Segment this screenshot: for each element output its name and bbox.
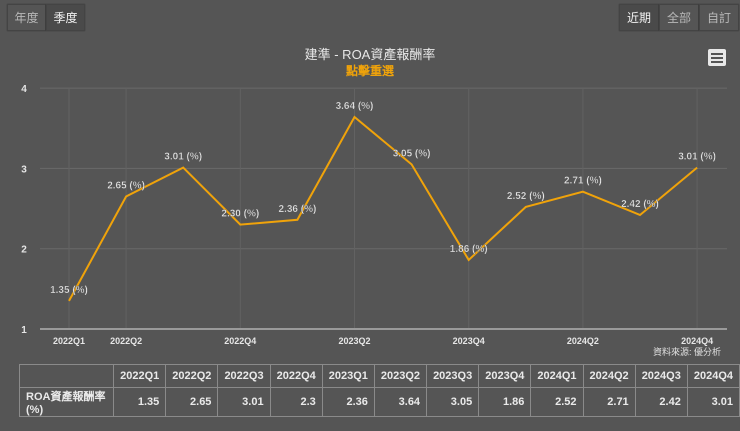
data-point-label: 3.05 (%) bbox=[393, 148, 431, 159]
data-table: 2022Q1 2022Q2 2022Q3 2022Q4 2023Q1 2023Q2 2023… bbox=[18, 364, 740, 417]
chart-title: 建準 - ROA資產報酬率 bbox=[304, 47, 436, 62]
data-point-label: 2.71 (%) bbox=[564, 176, 602, 187]
data-point-label: 2.52 (%) bbox=[507, 191, 545, 202]
table-header-cell: 2023Q2 bbox=[373, 364, 428, 388]
roa-series-line bbox=[68, 115, 698, 302]
table-cell: 1.35 bbox=[113, 387, 167, 417]
data-point-label: 2.36 (%) bbox=[279, 204, 317, 215]
recent-button[interactable]: 近期 bbox=[619, 4, 659, 31]
table-cell: 2.36 bbox=[321, 387, 375, 417]
table-cell: 2.3 bbox=[269, 387, 323, 417]
range-toggle: 近期 全部 自訂 bbox=[619, 4, 739, 31]
custom-button[interactable]: 自訂 bbox=[699, 4, 739, 31]
table-cell: 3.01 bbox=[686, 387, 740, 417]
data-point-label: 1.86 (%) bbox=[450, 244, 488, 255]
table-header-cell: 2024Q3 bbox=[634, 364, 688, 388]
table-header-cell: 2022Q2 bbox=[165, 364, 219, 388]
data-point-label: 2.65 (%) bbox=[107, 181, 145, 192]
x-tick-label: 2023Q4 bbox=[453, 336, 485, 346]
data-point-label: 3.64 (%) bbox=[336, 101, 374, 112]
all-button[interactable]: 全部 bbox=[659, 4, 699, 31]
reset-zoom-link[interactable]: 點擊重選 bbox=[345, 64, 394, 78]
x-tick-label: 2022Q4 bbox=[224, 336, 256, 346]
y-tick-label: 2 bbox=[21, 245, 27, 256]
x-tick-label: 2022Q2 bbox=[110, 336, 142, 346]
data-point-label: 2.42 (%) bbox=[621, 199, 659, 210]
table-corner-cell bbox=[18, 364, 115, 388]
table-row: ROA資產報酬率(%) 1.35 2.65 3.01 2.3 2.36 3.64 3.05 1… bbox=[18, 387, 740, 417]
table-cell: 2.65 bbox=[165, 387, 219, 417]
quarterly-button[interactable]: 季度 bbox=[46, 4, 85, 31]
period-toggle: 年度 季度 bbox=[7, 4, 85, 31]
y-tick-label: 4 bbox=[21, 84, 27, 95]
x-tick-label: 2024Q2 bbox=[567, 336, 599, 346]
table-cell: 3.01 bbox=[217, 387, 271, 417]
table-header-cell: 2023Q1 bbox=[321, 364, 375, 388]
table-cell: 3.64 bbox=[373, 387, 428, 417]
line-chart: 1 2 3 4 2022Q1 2022Q2 2022Q4 2023Q2 2023Q4 2024Q2… bbox=[21, 84, 727, 346]
table-header-cell: 2024Q2 bbox=[582, 364, 636, 388]
data-point-label: 3.01 (%) bbox=[678, 152, 716, 163]
annual-button[interactable]: 年度 bbox=[7, 4, 46, 31]
table-header-cell: 2024Q1 bbox=[530, 364, 584, 388]
table-header-cell: 2022Q4 bbox=[269, 364, 323, 388]
hamburger-menu-icon[interactable] bbox=[708, 49, 726, 66]
data-point-label: 2.30 (%) bbox=[221, 209, 259, 220]
data-point-label: 3.01 (%) bbox=[164, 152, 202, 163]
x-tick-label: 2024Q4 bbox=[681, 336, 713, 346]
x-tick-label: 2022Q1 bbox=[53, 336, 85, 346]
table-header-cell: 2023Q3 bbox=[426, 364, 480, 388]
table-header-cell: 2023Q4 bbox=[478, 364, 532, 388]
table-cell: 2.71 bbox=[582, 387, 636, 417]
data-source-credit: 資料來源: 優分析 bbox=[653, 347, 722, 357]
y-tick-label: 1 bbox=[21, 325, 27, 336]
table-header-cell: 2022Q1 bbox=[113, 364, 167, 388]
table-header-row: 2022Q1 2022Q2 2022Q3 2022Q4 2023Q1 2023Q2 2023… bbox=[18, 364, 740, 388]
table-cell: 1.86 bbox=[478, 387, 532, 417]
x-tick-label: 2023Q2 bbox=[338, 336, 370, 346]
table-cell: 2.42 bbox=[634, 387, 688, 417]
table-header-cell: 2024Q4 bbox=[686, 364, 740, 388]
table-cell: 2.52 bbox=[530, 387, 584, 417]
y-tick-label: 3 bbox=[21, 164, 27, 175]
data-point-label: 1.35 (%) bbox=[50, 285, 88, 296]
table-cell: 3.05 bbox=[426, 387, 480, 417]
table-header-cell: 2022Q3 bbox=[217, 364, 271, 388]
table-row-label: ROA資產報酬率(%) bbox=[18, 387, 115, 417]
